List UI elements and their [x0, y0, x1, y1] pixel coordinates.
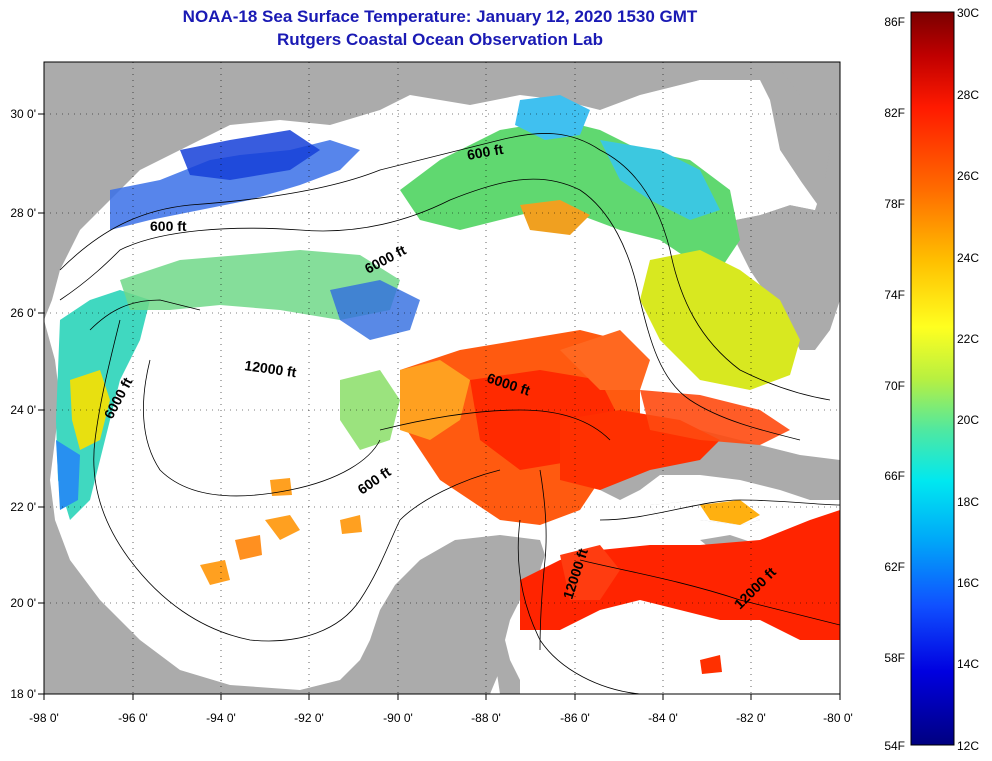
- colorbar-f-label: 54F: [884, 739, 905, 753]
- lat-label: 22 0': [10, 500, 36, 514]
- colorbar-f-label: 82F: [884, 106, 905, 120]
- lat-label: 24 0': [10, 403, 36, 417]
- colorbar-c-label: 18C: [957, 495, 979, 509]
- lon-label: -88 0': [471, 711, 501, 725]
- lon-label: -98 0': [29, 711, 59, 725]
- colorbar-c-label: 14C: [957, 657, 979, 671]
- colorbar-c-label: 22C: [957, 332, 979, 346]
- lat-label: 20 0': [10, 596, 36, 610]
- lat-label: 30 0': [10, 107, 36, 121]
- colorbar-c-label: 12C: [957, 739, 979, 753]
- colorbar-c-label: 20C: [957, 413, 979, 427]
- colorbar-c-label: 16C: [957, 576, 979, 590]
- contour-label: 600 ft: [466, 141, 505, 163]
- colorbar-f-label: 70F: [884, 379, 905, 393]
- colorbar-f-label: 66F: [884, 469, 905, 483]
- lon-label: -80 0': [823, 711, 853, 725]
- lat-label: 28 0': [10, 206, 36, 220]
- lat-label: 26 0': [10, 306, 36, 320]
- contour-label: 12000 ft: [244, 357, 298, 380]
- lon-label: -96 0': [118, 711, 148, 725]
- bathymetry-contours: [59, 133, 840, 694]
- colorbar-c-label: 30C: [957, 6, 979, 20]
- map-subtitle: Rutgers Coastal Ocean Observation Lab: [277, 30, 603, 49]
- colorbar-c-label: 26C: [957, 169, 979, 183]
- colorbar-c-label: 24C: [957, 251, 979, 265]
- map-title: NOAA-18 Sea Surface Temperature: January…: [182, 7, 698, 26]
- lon-label: -92 0': [294, 711, 324, 725]
- lon-label: -84 0': [648, 711, 678, 725]
- lon-label: -82 0': [736, 711, 766, 725]
- lon-label: -94 0': [206, 711, 236, 725]
- colorbar-f-label: 86F: [884, 15, 905, 29]
- colorbar-f-label: 74F: [884, 288, 905, 302]
- colorbar-c-label: 28C: [957, 88, 979, 102]
- colorbar-f-label: 62F: [884, 560, 905, 574]
- colorbar-f-label: 58F: [884, 651, 905, 665]
- colorbar-f-label: 78F: [884, 197, 905, 211]
- lon-label: -90 0': [383, 711, 413, 725]
- contour-label: 600 ft: [150, 218, 187, 234]
- lat-label: 18 0': [10, 687, 36, 701]
- lon-label: -86 0': [560, 711, 590, 725]
- map-frame: [43, 61, 841, 695]
- colorbar: [910, 11, 955, 746]
- graticule: [44, 62, 840, 694]
